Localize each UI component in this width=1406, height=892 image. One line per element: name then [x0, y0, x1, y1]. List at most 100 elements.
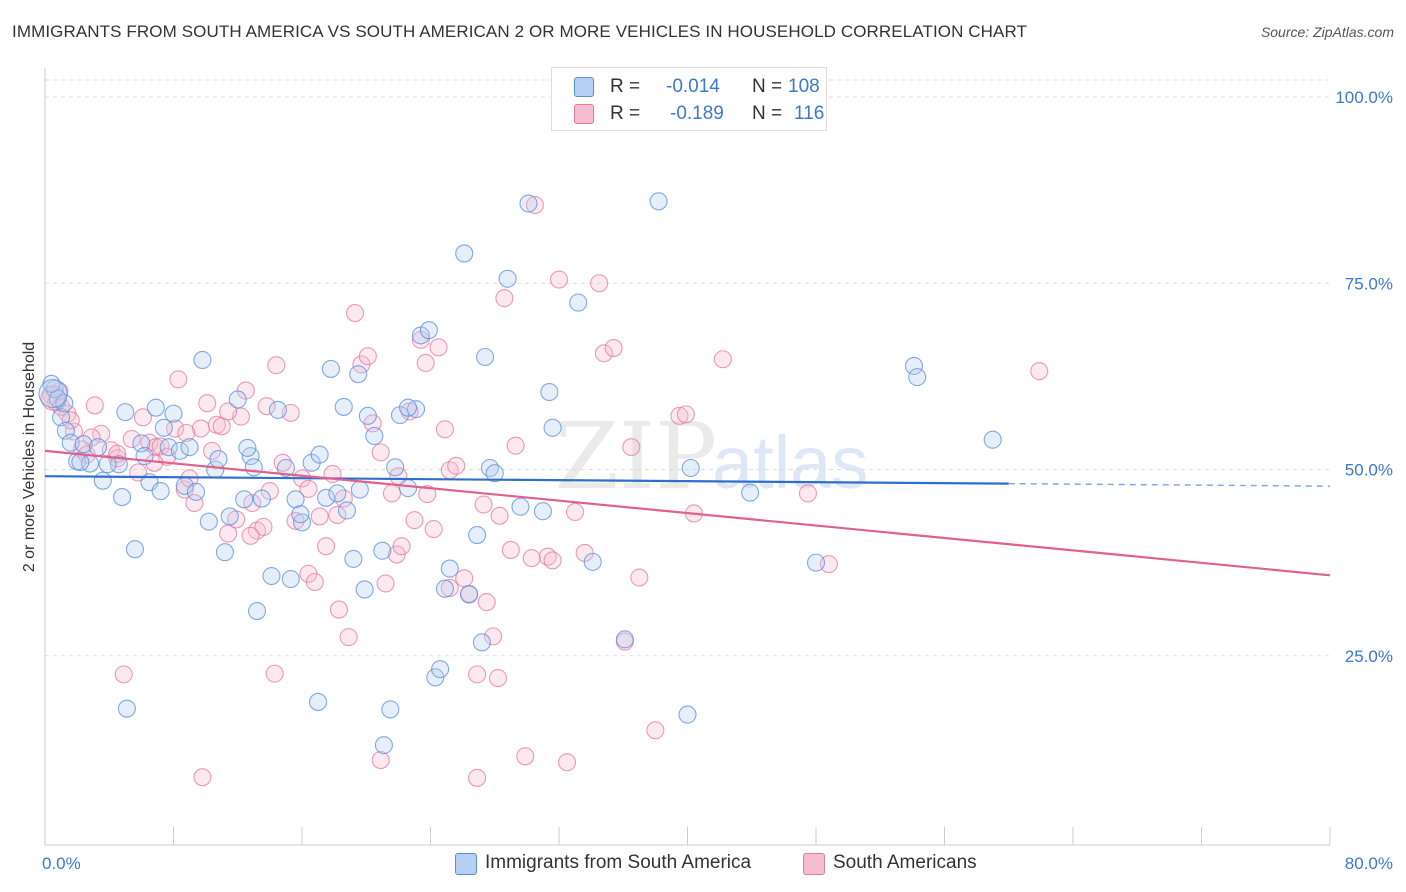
x-tick-label: 0.0% — [42, 854, 81, 873]
immigrants-point — [238, 438, 257, 457]
south-americans-point — [566, 502, 585, 522]
south-americans-point — [506, 436, 525, 455]
immigrants-point — [344, 549, 363, 568]
immigrants-point — [419, 321, 438, 340]
south-americans-point — [557, 753, 577, 772]
south-americans-point — [543, 551, 562, 570]
south-americans-point — [382, 484, 402, 503]
immigrants-point — [199, 512, 218, 531]
immigrants-point — [164, 404, 183, 423]
immigrants-point — [649, 192, 668, 211]
immigrants-point — [328, 484, 347, 503]
immigrants-point — [435, 579, 455, 598]
south-americans-point — [329, 600, 348, 619]
immigrants-point — [98, 455, 117, 474]
y-tick-label: 100.0% — [1335, 88, 1393, 107]
immigrants-point — [904, 356, 924, 375]
immigrants-point — [52, 408, 71, 427]
legend-swatch-pink — [574, 104, 594, 124]
immigrants-point — [337, 501, 357, 520]
series-legend-label: Immigrants from South America — [485, 852, 752, 873]
south-americans-point — [713, 350, 732, 369]
correlation-legend: R = -0.014 N = 108 R = -0.189 N = 116 — [551, 67, 827, 131]
immigrants-point — [533, 502, 552, 521]
south-americans-point — [241, 526, 260, 545]
immigrants-point — [983, 430, 1002, 449]
south-americans-point — [1030, 362, 1049, 381]
south-americans-point — [474, 495, 493, 514]
legend-n-value: 116 — [794, 103, 825, 124]
immigrants-point — [480, 458, 499, 478]
y-tick-label: 25.0% — [1345, 647, 1393, 666]
immigrants-point — [681, 458, 700, 478]
immigrants-point — [56, 421, 75, 440]
south-americans-point — [516, 747, 535, 766]
south-americans-point — [169, 370, 188, 389]
immigrants-point — [88, 438, 108, 457]
immigrants-point — [93, 471, 112, 490]
legend-n-label: N = — [752, 76, 783, 97]
south-americans-point — [92, 424, 111, 443]
south-americans-point — [435, 420, 455, 439]
immigrants-point — [170, 441, 189, 460]
immigrants-point — [180, 438, 199, 457]
immigrants-point — [543, 418, 562, 437]
south-americans-point — [299, 479, 318, 498]
immigrants-point — [310, 445, 329, 464]
immigrants-point — [244, 458, 263, 477]
south-americans-point — [440, 578, 459, 598]
immigrants-point — [146, 398, 165, 417]
south-americans-point — [604, 339, 623, 358]
immigrants-point — [455, 244, 474, 263]
south-americans-point — [305, 572, 324, 592]
immigrants-point — [511, 497, 530, 516]
immigrants-point — [247, 601, 267, 621]
south-americans-point — [594, 344, 614, 363]
immigrants-point-cluster — [38, 378, 68, 409]
south-americans-point — [198, 394, 217, 413]
immigrants-point — [741, 483, 760, 502]
watermark: ZIP atlas — [555, 403, 868, 510]
immigrants-point — [268, 400, 287, 419]
south-americans-point — [429, 338, 448, 357]
south-americans-point — [405, 511, 424, 530]
south-americans-point — [447, 456, 466, 475]
immigrants-point — [215, 543, 234, 562]
immigrants-point — [281, 569, 300, 589]
series-swatch-blue — [455, 853, 477, 875]
south-americans-point — [622, 438, 641, 457]
immigrants-point — [317, 488, 336, 507]
immigrants-point — [151, 482, 170, 501]
legend-r-label: R = — [610, 103, 641, 124]
south-americans-point — [345, 303, 365, 323]
immigrants-point — [398, 398, 418, 417]
south-americans-point — [257, 397, 276, 416]
chart-title: IMMIGRANTS FROM SOUTH AMERICA VS SOUTH A… — [12, 22, 1028, 41]
immigrants-point — [381, 700, 400, 719]
south-americans-point — [265, 664, 284, 683]
immigrants-point — [373, 541, 392, 560]
south-americans-point — [376, 574, 395, 593]
south-americans-point — [798, 484, 818, 503]
immigrants-point — [485, 464, 504, 483]
south-americans-point — [133, 408, 153, 427]
tick-labels: 25.0% 50.0% 75.0% 100.0% 0.0% 80.0% — [42, 88, 1393, 873]
legend-r-value: -0.189 — [670, 103, 724, 124]
south-americans-point — [339, 628, 358, 647]
immigrants-point — [291, 505, 310, 524]
south-americans-point — [358, 347, 377, 366]
immigrants-point — [349, 365, 368, 384]
south-americans-trend-line — [44, 449, 1331, 577]
immigrants-point — [519, 194, 538, 213]
immigrants-point — [45, 379, 64, 399]
immigrants-point — [468, 526, 487, 545]
immigrants-point — [569, 293, 588, 312]
immigrants-point — [678, 705, 697, 724]
south-americans-point — [267, 356, 286, 375]
immigrants-point — [498, 269, 517, 288]
immigrants-point — [125, 540, 144, 559]
immigrants-point — [113, 488, 132, 507]
immigrants-point — [228, 390, 247, 409]
immigrants-point — [309, 692, 328, 711]
south-americans-point — [501, 540, 520, 560]
